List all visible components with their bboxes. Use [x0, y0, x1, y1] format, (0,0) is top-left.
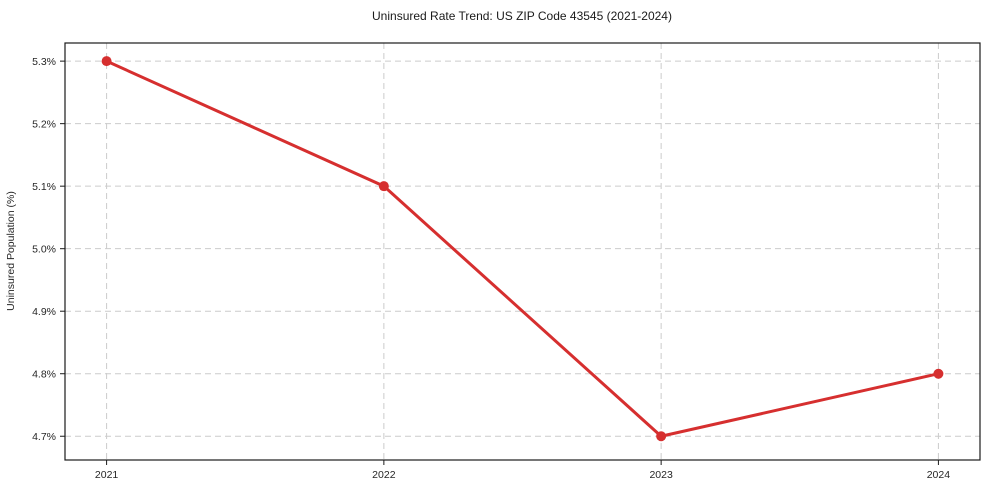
y-tick-label: 4.7%	[32, 431, 56, 443]
y-tick-label: 4.9%	[32, 306, 56, 318]
data-point-2023	[656, 431, 667, 442]
y-tick-label: 5.2%	[32, 118, 56, 130]
data-point-2021	[101, 56, 112, 67]
chart-title: Uninsured Rate Trend: US ZIP Code 43545 …	[372, 9, 672, 23]
plot-border	[64, 42, 981, 461]
y-tick-label: 4.8%	[32, 368, 56, 380]
data-point-2022	[378, 181, 389, 192]
grid-layer	[65, 43, 980, 460]
y-axis-label: Uninsured Population (%)	[5, 191, 17, 311]
y-tick-label: 5.1%	[32, 181, 56, 193]
axes-layer: 4.7% 4.8% 4.9% 5.0% 5.1% 5.2% 5.3% 2021 2022 2023…	[32, 42, 981, 481]
x-tick-label: 2023	[649, 469, 673, 481]
y-tick-label: 5.0%	[32, 243, 56, 255]
series-layer	[101, 56, 944, 442]
x-tick-label: 2021	[95, 469, 119, 481]
x-tick-label: 2024	[927, 469, 951, 481]
data-point-2024	[933, 368, 944, 379]
x-tick-label: 2022	[372, 469, 396, 481]
y-tick-label: 5.3%	[32, 56, 56, 68]
trend-line	[105, 59, 940, 438]
